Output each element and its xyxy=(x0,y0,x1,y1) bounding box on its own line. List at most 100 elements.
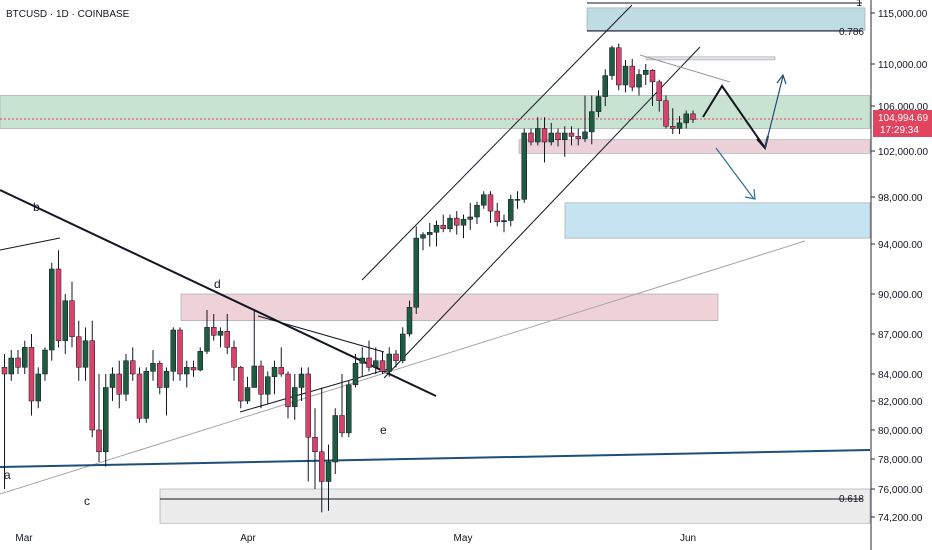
candle-body xyxy=(204,327,210,352)
alt-down-arrow-head xyxy=(744,188,756,200)
candle xyxy=(575,128,581,146)
candle-body xyxy=(676,122,683,129)
candle xyxy=(521,128,527,203)
candle xyxy=(514,191,521,209)
candle xyxy=(454,211,460,235)
candle-body xyxy=(629,65,635,88)
candle-body xyxy=(589,111,595,133)
candle-body xyxy=(76,336,82,368)
candle xyxy=(204,310,210,354)
price-axis: 115,000.00 110,000.00 106,000.00 102,000.00… xyxy=(870,0,932,550)
candle xyxy=(143,367,149,423)
candle-body xyxy=(562,132,568,140)
candle xyxy=(251,310,257,388)
candle xyxy=(184,360,190,388)
candle-body xyxy=(305,373,311,438)
candle-body xyxy=(197,351,203,371)
candle-body xyxy=(15,357,21,368)
candle-body xyxy=(595,96,602,112)
candle-body xyxy=(541,128,548,143)
candle xyxy=(312,408,318,489)
candle-body xyxy=(636,74,642,88)
candle xyxy=(373,347,379,374)
candle-body xyxy=(616,47,622,86)
candle xyxy=(22,340,28,374)
candle-body xyxy=(211,327,217,336)
candle-body xyxy=(575,136,581,139)
candle-body xyxy=(683,113,689,124)
candle-body xyxy=(447,217,453,229)
time-tick-label: Mar xyxy=(15,533,33,544)
candle xyxy=(663,95,669,129)
candle-body xyxy=(413,237,419,308)
price-zones xyxy=(0,7,871,524)
candle xyxy=(676,116,683,135)
price-zone xyxy=(564,202,871,239)
main-path-arrow xyxy=(702,84,766,149)
candle xyxy=(190,360,197,377)
candle xyxy=(42,347,48,381)
candle-body xyxy=(231,347,237,368)
candle xyxy=(427,222,433,247)
candle xyxy=(258,360,264,409)
candle-body xyxy=(109,373,116,388)
price-tick-label: 94,000.00 xyxy=(878,240,923,251)
candle-body xyxy=(298,373,305,388)
candle xyxy=(28,334,35,416)
candle xyxy=(157,360,163,395)
candle-body xyxy=(157,363,163,388)
candle xyxy=(359,347,365,377)
candle xyxy=(285,371,291,419)
candle-body xyxy=(49,268,55,351)
candle-body xyxy=(217,331,224,336)
rising-support-line xyxy=(0,240,806,495)
candle xyxy=(55,250,62,348)
candle-body xyxy=(602,75,608,97)
candle xyxy=(325,444,332,511)
candle xyxy=(339,374,345,438)
candle xyxy=(278,347,284,377)
candle-body xyxy=(130,360,136,375)
fib-label-0786: 0.786 xyxy=(839,27,864,38)
candle xyxy=(589,95,595,145)
candle-body xyxy=(28,347,35,402)
candle-body xyxy=(359,357,365,364)
candle xyxy=(406,300,413,337)
candle xyxy=(649,69,656,106)
candle-body xyxy=(55,268,62,341)
candle xyxy=(670,108,676,135)
candle-body xyxy=(366,357,372,368)
candle-body xyxy=(474,204,480,218)
candle xyxy=(548,122,554,146)
candle xyxy=(231,340,237,381)
time-axis: Mar Apr May Jun xyxy=(15,533,696,544)
candle xyxy=(130,347,136,381)
horizontal-support-line xyxy=(0,449,871,468)
candle xyxy=(265,371,271,404)
candle-body xyxy=(224,331,230,348)
candle-body xyxy=(481,194,487,206)
candle xyxy=(8,350,14,381)
candles xyxy=(1,43,696,513)
candle xyxy=(535,117,541,146)
candle-body xyxy=(332,415,338,463)
candle-body xyxy=(656,81,662,101)
candle-body xyxy=(454,217,460,226)
candle xyxy=(352,354,359,388)
candle-body xyxy=(406,307,413,335)
candle xyxy=(690,110,696,123)
candle-body xyxy=(508,199,514,221)
candle-body xyxy=(325,461,332,482)
channel-lower-line xyxy=(383,46,701,379)
wave-label-b: b xyxy=(33,200,40,214)
candle xyxy=(555,128,561,147)
candle xyxy=(298,367,305,401)
candle-body xyxy=(663,100,669,127)
candle-body xyxy=(670,126,676,129)
candle xyxy=(541,117,548,163)
candle xyxy=(629,58,635,92)
candle-body xyxy=(136,373,143,419)
current-price-badge: 104,994.69 17:29:34 xyxy=(873,110,932,137)
